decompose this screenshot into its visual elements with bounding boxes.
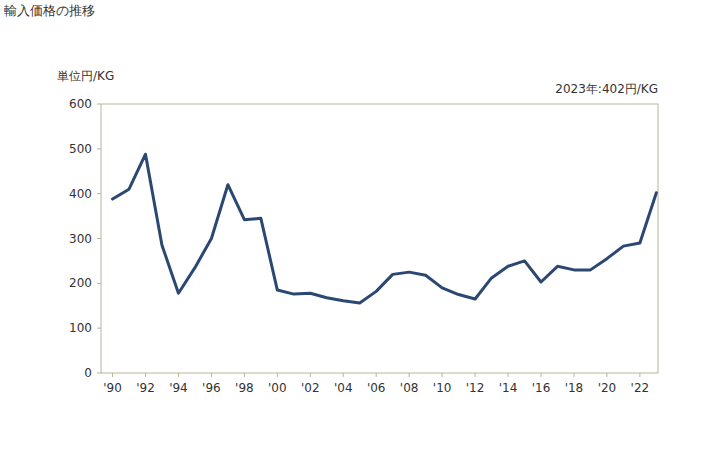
y-tick bbox=[97, 373, 101, 374]
y-tick bbox=[97, 238, 101, 239]
y-tick bbox=[97, 283, 101, 284]
x-tick bbox=[540, 373, 541, 377]
x-tick bbox=[244, 373, 245, 377]
y-tick bbox=[97, 104, 101, 105]
y-tick-label: 600 bbox=[69, 97, 92, 111]
x-tick-label: '98 bbox=[235, 381, 254, 395]
x-tick-label: '92 bbox=[136, 381, 155, 395]
x-tick bbox=[310, 373, 311, 377]
x-tick-label: '94 bbox=[169, 381, 188, 395]
x-tick-label: '16 bbox=[532, 381, 551, 395]
x-tick bbox=[475, 373, 476, 377]
x-tick-label: '22 bbox=[631, 381, 650, 395]
x-tick bbox=[442, 373, 443, 377]
x-tick bbox=[112, 373, 113, 377]
x-tick bbox=[343, 373, 344, 377]
x-tick-label: '08 bbox=[400, 381, 419, 395]
x-tick bbox=[211, 373, 212, 377]
y-label: 単位円/KG bbox=[57, 69, 114, 83]
x-tick-label: '90 bbox=[103, 381, 122, 395]
plot-area bbox=[113, 154, 657, 303]
y-tick bbox=[97, 193, 101, 194]
price-line bbox=[113, 154, 657, 303]
annotation: 2023年:402円/KG bbox=[555, 82, 658, 96]
x-tick-label: '04 bbox=[334, 381, 353, 395]
x-tick-label: '02 bbox=[301, 381, 320, 395]
y-tick bbox=[97, 328, 101, 329]
x-tick bbox=[145, 373, 146, 377]
y-tick-label: 100 bbox=[69, 321, 92, 335]
x-tick-label: '12 bbox=[466, 381, 485, 395]
y-tick-label: 400 bbox=[69, 187, 92, 201]
chart: 輸入価格の推移単位円/KG 2023年:402円/KG 0 100 200 300 400 5… bbox=[0, 0, 728, 450]
x-tick-label: '00 bbox=[268, 381, 287, 395]
x-tick bbox=[606, 373, 607, 377]
x-tick-label: '10 bbox=[433, 381, 452, 395]
x-tick bbox=[639, 373, 640, 377]
x-tick-label: '20 bbox=[598, 381, 617, 395]
x-tick bbox=[376, 373, 377, 377]
x-tick bbox=[508, 373, 509, 377]
y-tick-label: 500 bbox=[69, 142, 92, 156]
x-tick-label: '14 bbox=[499, 381, 518, 395]
x-tick-label: '06 bbox=[367, 381, 386, 395]
x-tick-label: '96 bbox=[202, 381, 221, 395]
y-tick bbox=[97, 148, 101, 149]
y-tick-label: 200 bbox=[69, 276, 92, 290]
x-tick bbox=[178, 373, 179, 377]
y-tick-label: 300 bbox=[69, 232, 92, 246]
x-tick bbox=[573, 373, 574, 377]
x-tick bbox=[277, 373, 278, 377]
plot-frame bbox=[101, 104, 658, 373]
title: 輸入価格の推移 bbox=[4, 3, 95, 18]
y-tick-label: 0 bbox=[84, 366, 92, 380]
x-tick bbox=[409, 373, 410, 377]
x-tick-label: '18 bbox=[565, 381, 584, 395]
